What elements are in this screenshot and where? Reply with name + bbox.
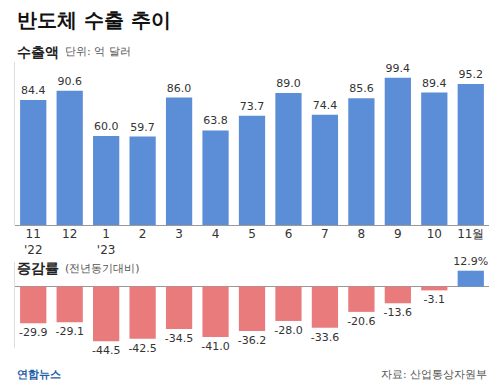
svg-text:수출액: 수출액 [17, 44, 59, 60]
svg-text:60.0: 60.0 [94, 120, 119, 133]
svg-text:-42.5: -42.5 [128, 342, 156, 355]
svg-text:7: 7 [321, 227, 329, 241]
svg-text:-41.0: -41.0 [201, 340, 229, 353]
svg-text:95.2: 95.2 [459, 68, 484, 81]
svg-text:-36.2: -36.2 [238, 334, 266, 347]
svg-text:-28.0: -28.0 [274, 324, 302, 337]
svg-text:9: 9 [394, 227, 402, 241]
svg-text:(전년동기대비): (전년동기대비) [65, 262, 140, 275]
svg-text:1'23: 1'23 [97, 227, 116, 257]
svg-text:증감률: 증감률 [17, 260, 59, 276]
svg-text:2: 2 [139, 227, 147, 241]
svg-text:반도체 수출 추이: 반도체 수출 추이 [17, 8, 171, 32]
svg-text:86.0: 86.0 [167, 82, 192, 95]
svg-text:8: 8 [358, 227, 366, 241]
svg-text:89.0: 89.0 [276, 77, 301, 90]
svg-text:73.7: 73.7 [240, 100, 265, 113]
svg-text:12.9%: 12.9% [453, 255, 488, 268]
svg-text:5: 5 [248, 227, 256, 241]
svg-text:-3.1: -3.1 [424, 293, 445, 306]
svg-text:4: 4 [212, 227, 220, 241]
svg-text:85.6: 85.6 [349, 82, 374, 95]
svg-text:-44.5: -44.5 [92, 344, 120, 357]
svg-text:-20.6: -20.6 [347, 315, 375, 328]
svg-text:11월: 11월 [457, 227, 484, 241]
svg-text:연합뉴스: 연합뉴스 [17, 368, 61, 381]
svg-text:3: 3 [175, 227, 183, 241]
svg-text:12: 12 [62, 227, 77, 241]
svg-text:63.8: 63.8 [203, 114, 228, 127]
svg-text:단위: 억 달러: 단위: 억 달러 [65, 45, 131, 58]
svg-text:74.4: 74.4 [313, 99, 338, 112]
svg-text:-29.1: -29.1 [55, 325, 83, 338]
svg-text:99.4: 99.4 [386, 62, 411, 75]
svg-text:-33.6: -33.6 [311, 331, 339, 344]
svg-text:자료: 산업통상자원부: 자료: 산업통상자원부 [381, 368, 487, 381]
svg-text:11'22: 11'22 [24, 227, 43, 257]
svg-text:59.7: 59.7 [130, 121, 155, 134]
svg-text:-29.9: -29.9 [19, 326, 47, 339]
svg-text:6: 6 [285, 227, 293, 241]
svg-text:84.4: 84.4 [21, 84, 46, 97]
svg-text:-13.6: -13.6 [384, 306, 412, 319]
svg-text:-34.5: -34.5 [165, 332, 193, 345]
svg-text:89.4: 89.4 [422, 77, 447, 90]
svg-text:10: 10 [427, 227, 442, 241]
svg-text:90.6: 90.6 [57, 75, 82, 88]
